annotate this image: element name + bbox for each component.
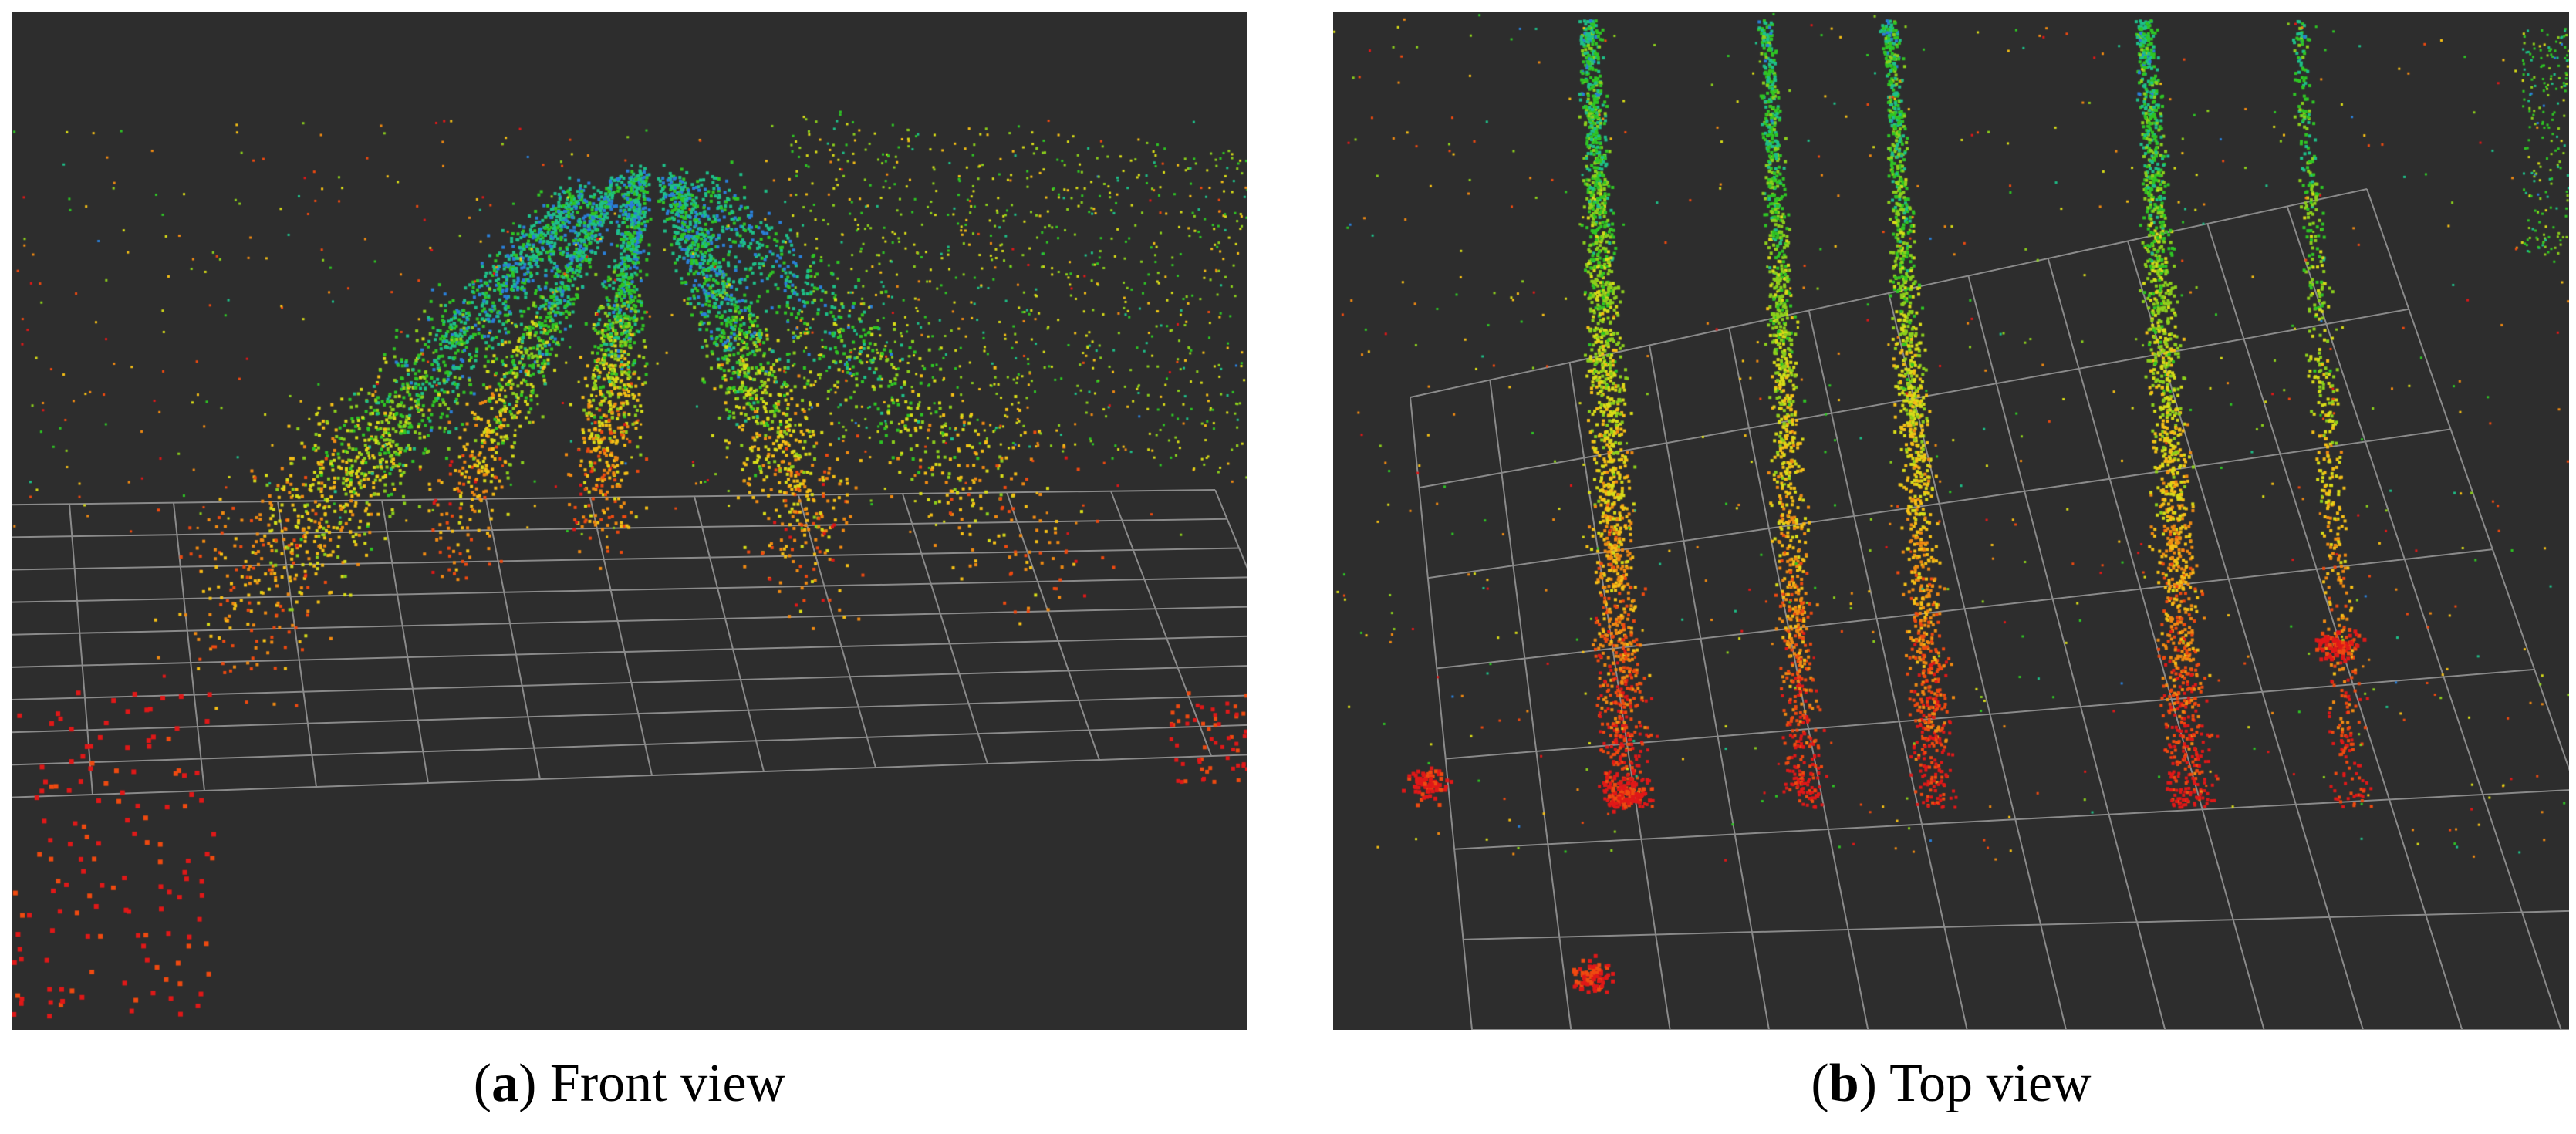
front-view-points <box>12 12 1247 1030</box>
front-view-point-cloud-image <box>12 12 1247 1030</box>
caption-a-text: Front view <box>536 1054 786 1113</box>
caption-front-view: (a) Front view <box>473 1054 786 1113</box>
top-view-point-cloud-image <box>1333 12 2569 1030</box>
top-view-points <box>1333 12 2569 1030</box>
caption-b-text: Top view <box>1876 1054 2092 1113</box>
caption-a-letter: a <box>491 1054 519 1113</box>
caption-top-view: (b) Top view <box>1811 1054 2092 1113</box>
caption-b-letter: b <box>1828 1054 1859 1113</box>
